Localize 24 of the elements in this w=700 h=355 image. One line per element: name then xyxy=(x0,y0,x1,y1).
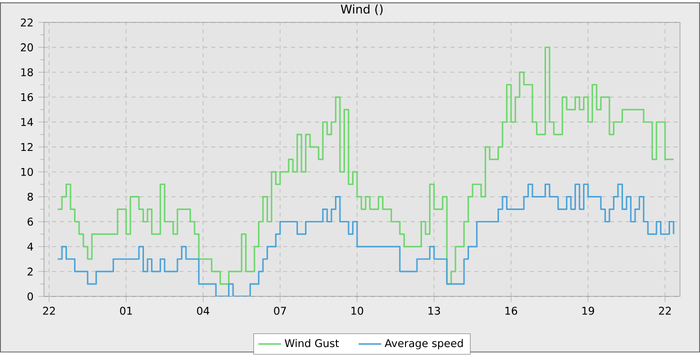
x-tick-label: 16 xyxy=(505,306,518,315)
y-tick-label: 12 xyxy=(21,143,33,152)
chart-title: Wind () xyxy=(340,4,383,16)
y-tick-label: 14 xyxy=(21,118,34,126)
legend-label: Average speed xyxy=(384,339,463,350)
x-tick-label: 04 xyxy=(197,306,210,315)
y-tick-label: 22 xyxy=(20,18,33,27)
y-tick-label: 2 xyxy=(28,268,33,276)
y-tick-label: 18 xyxy=(21,68,33,76)
y-tick-label: 6 xyxy=(28,218,33,226)
x-tick-label: 22 xyxy=(43,306,55,315)
x-tick-label: 22 xyxy=(659,306,671,315)
y-tick-label: 20 xyxy=(20,43,33,52)
y-tick-label: 10 xyxy=(21,168,33,176)
y-tick-label: 16 xyxy=(21,93,33,102)
y-tick-label: 4 xyxy=(27,242,34,251)
x-tick-label: 19 xyxy=(582,306,594,315)
x-tick-label: 01 xyxy=(120,306,132,315)
x-tick-label: 13 xyxy=(428,306,440,315)
x-tick-label: 10 xyxy=(351,306,364,315)
y-tick-label: 8 xyxy=(28,192,33,201)
x-tick-label: 07 xyxy=(274,306,286,315)
legend-label: Wind Gust xyxy=(284,339,339,348)
y-tick-label: 0 xyxy=(28,292,33,301)
